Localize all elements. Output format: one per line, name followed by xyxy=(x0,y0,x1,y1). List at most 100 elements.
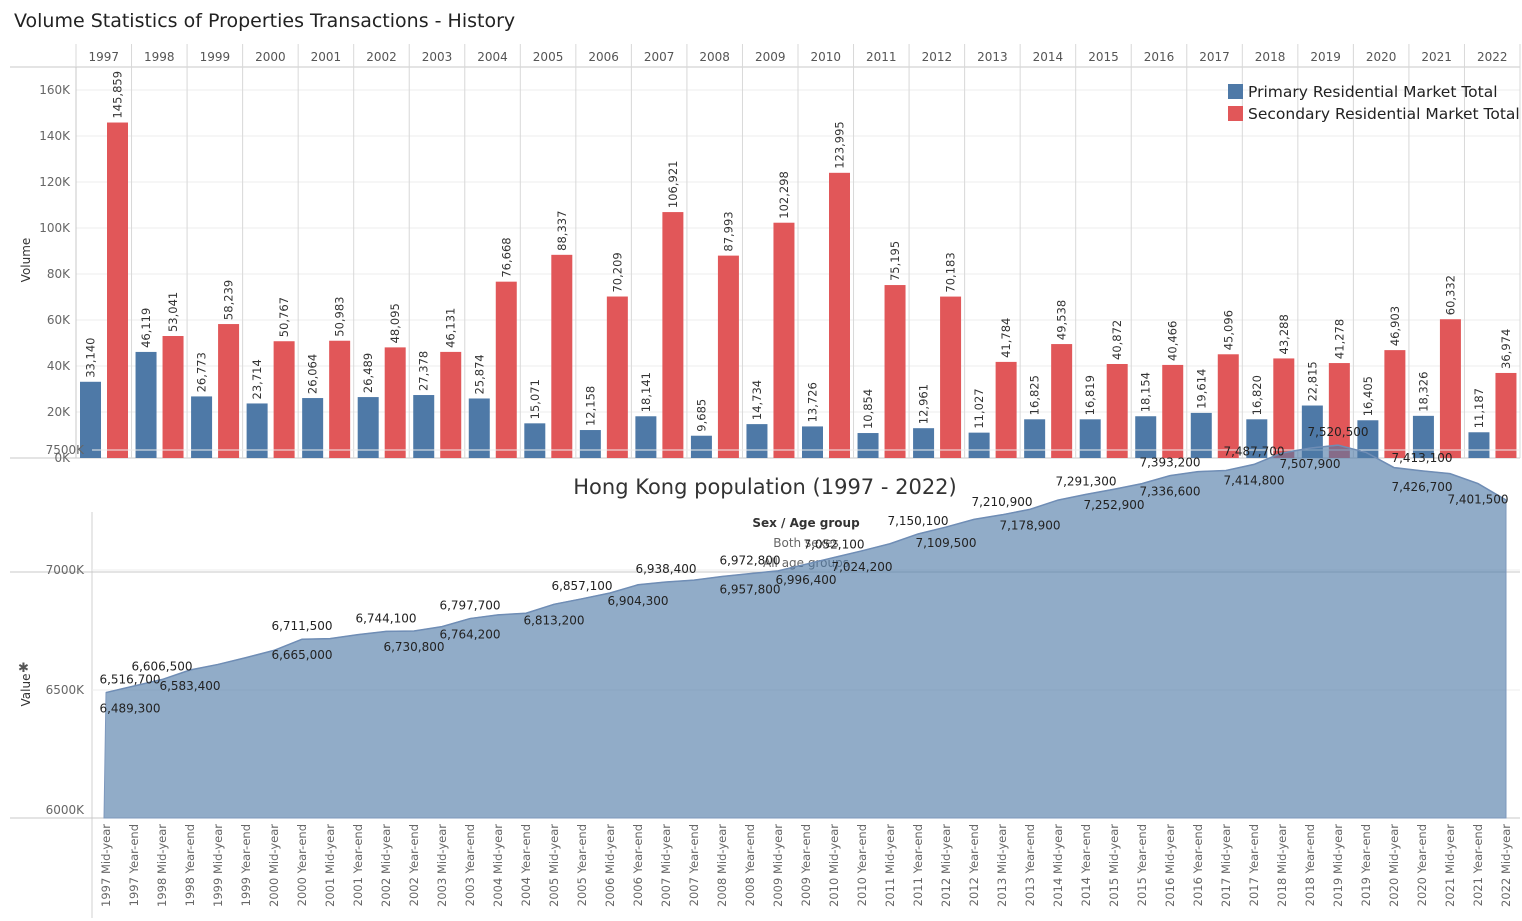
bar-secondary xyxy=(1217,354,1239,458)
year-header-label: 1998 xyxy=(144,50,175,64)
x-tick-label: 2005 Year-end xyxy=(575,824,589,906)
bar-primary xyxy=(1357,420,1379,458)
x-tick-label: 2013 Year-end xyxy=(1023,824,1037,906)
data-label: 6,904,300 xyxy=(607,594,668,608)
data-label: 45,096 xyxy=(1221,310,1235,350)
y-tick-label: 140K xyxy=(39,129,71,143)
bar-primary xyxy=(1468,432,1490,458)
x-tick-label: 2012 Year-end xyxy=(967,824,981,906)
data-label: 36,974 xyxy=(1499,329,1513,369)
data-label: 16,825 xyxy=(1028,375,1042,415)
year-header-label: 2021 xyxy=(1421,50,1452,64)
bar-secondary xyxy=(162,336,184,458)
y-tick-label: 100K xyxy=(39,221,71,235)
data-label: 87,993 xyxy=(721,211,735,251)
legend-swatch xyxy=(1228,84,1243,99)
data-label: 12,961 xyxy=(917,384,931,424)
data-label: 145,859 xyxy=(111,71,125,119)
x-tick-label: 2004 Mid-year xyxy=(491,824,505,907)
year-header-label: 1997 xyxy=(88,50,119,64)
header-sex: Both sexes xyxy=(773,536,839,550)
bar-secondary xyxy=(1384,350,1406,458)
data-label: 40,466 xyxy=(1166,321,1180,361)
year-header-label: 2004 xyxy=(477,50,508,64)
data-label: 6,972,800 xyxy=(719,554,780,568)
x-tick-label: 2001 Mid-year xyxy=(323,824,337,907)
x-tick-label: 2020 Year-end xyxy=(1415,824,1429,906)
data-label: 7,024,200 xyxy=(831,560,892,574)
legend-label: Secondary Residential Market Total xyxy=(1248,105,1520,123)
data-label: 75,195 xyxy=(888,241,902,281)
bar-primary xyxy=(468,398,490,458)
y-tick-label: 160K xyxy=(39,83,71,97)
data-label: 7,413,100 xyxy=(1391,451,1452,465)
data-label: 6,996,400 xyxy=(775,573,836,587)
bar-primary xyxy=(357,397,379,458)
population-line xyxy=(105,444,1507,694)
data-label: 26,773 xyxy=(195,352,209,392)
bar-secondary xyxy=(1106,363,1128,458)
bar-secondary xyxy=(717,255,739,458)
pin-icon: ✱ xyxy=(18,661,29,676)
data-label: 33,140 xyxy=(84,338,98,378)
data-label: 11,187 xyxy=(1472,388,1486,428)
bar-primary xyxy=(1135,416,1157,458)
data-label: 41,278 xyxy=(1332,319,1346,359)
bar-primary xyxy=(1190,412,1212,458)
bar-primary xyxy=(1079,419,1101,458)
year-header-label: 2016 xyxy=(1144,50,1175,64)
data-label: 6,606,500 xyxy=(131,660,192,674)
year-header-label: 2020 xyxy=(1366,50,1397,64)
year-header-label: 2010 xyxy=(810,50,841,64)
data-label: 58,239 xyxy=(222,280,236,320)
x-tick-label: 2015 Mid-year xyxy=(1107,824,1121,907)
bar-primary xyxy=(524,423,546,458)
data-label: 123,995 xyxy=(833,121,847,169)
bar-secondary xyxy=(829,172,850,458)
data-label: 7,178,900 xyxy=(999,518,1060,532)
x-tick-label: 2021 Year-end xyxy=(1471,824,1485,906)
year-header-label: 2007 xyxy=(644,50,675,64)
x-tick-label: 1997 Mid-year xyxy=(99,824,113,907)
bar-primary xyxy=(968,432,990,458)
data-label: 16,820 xyxy=(1250,375,1264,415)
data-label: 6,938,400 xyxy=(635,562,696,576)
data-label: 6,489,300 xyxy=(99,702,160,716)
y-tick-label: 20K xyxy=(47,405,71,419)
data-label: 13,726 xyxy=(806,382,820,422)
data-label: 6,764,200 xyxy=(439,628,500,642)
x-tick-label: 2018 Year-end xyxy=(1303,824,1317,906)
bar-secondary xyxy=(107,122,128,459)
data-label: 7,291,300 xyxy=(1055,474,1116,488)
data-label: 49,538 xyxy=(1055,300,1069,340)
data-label: 25,874 xyxy=(472,354,486,394)
year-header-label: 2008 xyxy=(699,50,730,64)
x-tick-label: 2003 Year-end xyxy=(463,824,477,906)
data-label: 7,052,100 xyxy=(803,537,864,551)
data-label: 88,337 xyxy=(555,211,569,251)
bar-primary xyxy=(302,398,324,458)
x-tick-label: 2013 Mid-year xyxy=(995,824,1009,907)
data-label: 26,064 xyxy=(306,354,320,394)
x-tick-label: 2005 Mid-year xyxy=(547,824,561,907)
x-tick-label: 2016 Mid-year xyxy=(1163,824,1177,907)
data-label: 10,854 xyxy=(861,389,875,429)
year-header-label: 2009 xyxy=(755,50,786,64)
bar-primary xyxy=(1246,419,1268,458)
x-tick-label: 2008 Mid-year xyxy=(715,824,729,907)
data-label: 6,857,100 xyxy=(551,579,612,593)
legend-swatch xyxy=(1228,106,1243,121)
year-header-label: 2018 xyxy=(1255,50,1286,64)
volume-bar-chart: 0K 20K 40K 60K 80K 100K 120K 140K 160K Volume 1997… xyxy=(10,44,1521,465)
bar-primary xyxy=(413,395,435,458)
data-label: 16,405 xyxy=(1361,376,1375,416)
x-tick-label: 2022 Mid-year xyxy=(1499,824,1513,907)
data-label: 46,131 xyxy=(444,308,458,348)
bar-secondary xyxy=(773,222,795,458)
x-tick-label: 2014 Mid-year xyxy=(1051,824,1065,907)
bar-primary xyxy=(913,428,935,458)
data-label: 6,797,700 xyxy=(439,599,500,613)
bar-secondary xyxy=(551,254,573,458)
x-tick-label: 2003 Mid-year xyxy=(435,824,449,907)
